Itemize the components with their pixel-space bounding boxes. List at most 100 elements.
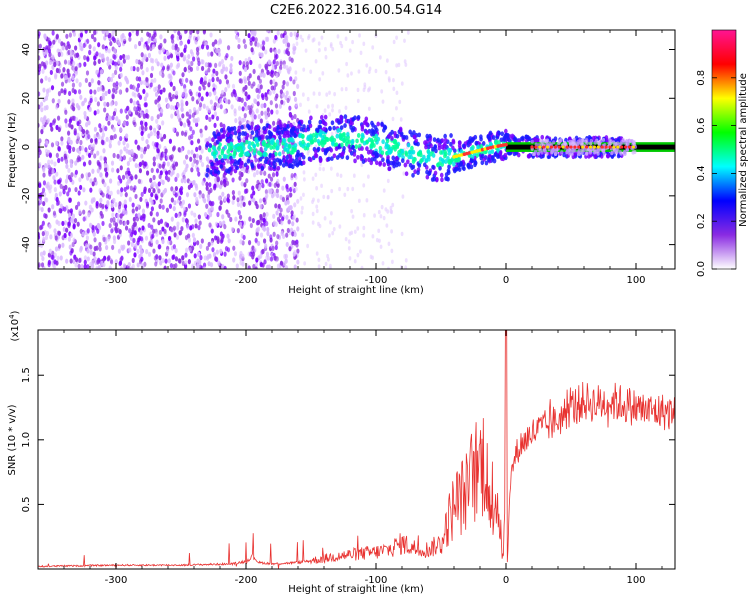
spectrogram-cell — [149, 131, 153, 137]
spectrogram-cell — [295, 217, 299, 223]
spectrogram-cell — [380, 121, 384, 127]
spectrogram-cell — [86, 248, 90, 254]
spectrogram-cell — [212, 83, 216, 89]
spectrogram-cell — [434, 148, 438, 154]
spectrogram-cell — [66, 130, 71, 136]
spectrogram-cell — [344, 86, 348, 92]
spectrogram-cell — [360, 132, 365, 138]
spectrogram-cell — [103, 101, 107, 107]
spectrogram-cell — [195, 159, 199, 165]
spectrogram-cell — [138, 161, 142, 168]
spectrogram-cell — [188, 113, 192, 120]
spectrogram-cell — [211, 105, 215, 111]
spectrogram-cell — [215, 249, 219, 255]
spectrogram-cell — [231, 83, 236, 89]
spectrogram-cell — [409, 154, 413, 160]
spectrogram-cell — [295, 102, 298, 107]
spectrogram-cell — [170, 226, 174, 233]
spectrogram-cell — [255, 183, 259, 189]
spectrogram-cell — [404, 265, 408, 269]
spectrogram-cell — [243, 188, 248, 195]
spectrogram-cell — [164, 170, 169, 176]
spectrogram-cell — [145, 249, 149, 255]
spectrogram-cell — [150, 192, 154, 198]
spectrogram-cell — [83, 259, 87, 265]
spectrogram-cell — [49, 69, 53, 76]
spectrogram-cell — [140, 52, 144, 58]
spectrogram-cell — [318, 166, 322, 172]
spectrogram-cell — [391, 259, 394, 265]
spectrogram-cell — [393, 138, 397, 144]
spectrogram-cell — [488, 130, 493, 136]
spectrogram-cell — [387, 150, 392, 155]
spectrogram-cell — [243, 112, 247, 119]
spectrogram-cell — [261, 248, 265, 254]
spectrogram-cell — [304, 48, 308, 53]
spectrogram-cell — [60, 156, 64, 162]
spectrogram-cell — [111, 167, 115, 173]
spectrogram-cell — [284, 200, 288, 206]
spectrogram-cell — [101, 86, 105, 92]
spectrogram-cell — [60, 73, 64, 79]
spectrogram-cell — [93, 256, 97, 262]
spectrogram-cell — [178, 41, 183, 47]
spectrogram-peak — [600, 145, 604, 149]
spectrogram-cell — [175, 131, 180, 137]
spectrogram-cell — [101, 203, 105, 209]
spectrogram-cell — [625, 139, 629, 144]
spectrogram-peak — [612, 145, 616, 149]
spectrogram-cell — [44, 213, 48, 219]
spectrogram-cell — [392, 77, 395, 83]
spectrogram-cell — [79, 247, 83, 253]
spectrogram-cell — [220, 158, 225, 163]
spectrogram-cell — [123, 203, 128, 210]
spectrogram-cell — [116, 168, 120, 174]
spectrogram-cell — [324, 55, 328, 60]
spectrogram-cell — [48, 40, 52, 47]
spectrogram-cell — [459, 160, 463, 166]
spectrogram-cell — [286, 227, 290, 234]
spectrogram-cell — [188, 246, 192, 253]
spectrogram-cell — [183, 131, 188, 137]
spectrogram-cell — [229, 67, 233, 73]
spectrogram-cell — [119, 213, 123, 219]
spectrogram-cell — [305, 142, 310, 148]
spectrogram-cell — [119, 66, 123, 72]
spectrogram-cell — [285, 214, 289, 220]
spectrogram-cell — [527, 153, 531, 159]
spectrogram-cell — [133, 230, 137, 236]
spectrogram-cell — [264, 63, 268, 69]
spectrogram-cell — [259, 262, 263, 268]
spectrogram-cell — [152, 174, 156, 181]
spectrogram-cell — [609, 139, 613, 144]
spectrogram-cell — [67, 174, 72, 180]
spectrogram-cell — [205, 245, 210, 251]
spectrogram-cell — [163, 38, 167, 44]
spectrogram-cell — [324, 149, 329, 154]
spectrogram-cell — [274, 49, 278, 55]
spectrogram-cell — [272, 231, 276, 237]
spectrogram-cell — [265, 178, 269, 184]
spectrogram-cell — [332, 125, 336, 131]
spectrogram-cell — [277, 130, 281, 135]
spectrogram-cell — [132, 237, 136, 244]
spectrogram-cell — [131, 202, 135, 208]
spectrogram-cell — [118, 89, 122, 95]
spectrogram-cell — [353, 259, 357, 264]
spectrogram-cell — [196, 251, 201, 257]
spectrogram-cell — [317, 257, 321, 263]
spectrogram-cell — [240, 181, 244, 187]
spectrogram-cell — [265, 220, 269, 227]
spectrogram-cell — [400, 148, 405, 154]
spectrogram-cell — [320, 183, 323, 189]
spectrogram-cell — [89, 261, 93, 267]
spectrogram-cell — [272, 144, 276, 150]
spectrogram-peak — [534, 145, 538, 149]
spectrogram-cell — [93, 177, 97, 183]
spectrogram-cell — [458, 140, 462, 146]
spectrogram-cell — [166, 154, 170, 161]
spectrogram-marks — [38, 30, 675, 269]
spectrogram-cell — [187, 237, 192, 243]
spectrogram-cell — [326, 253, 329, 259]
spectrogram-cell — [45, 88, 50, 94]
